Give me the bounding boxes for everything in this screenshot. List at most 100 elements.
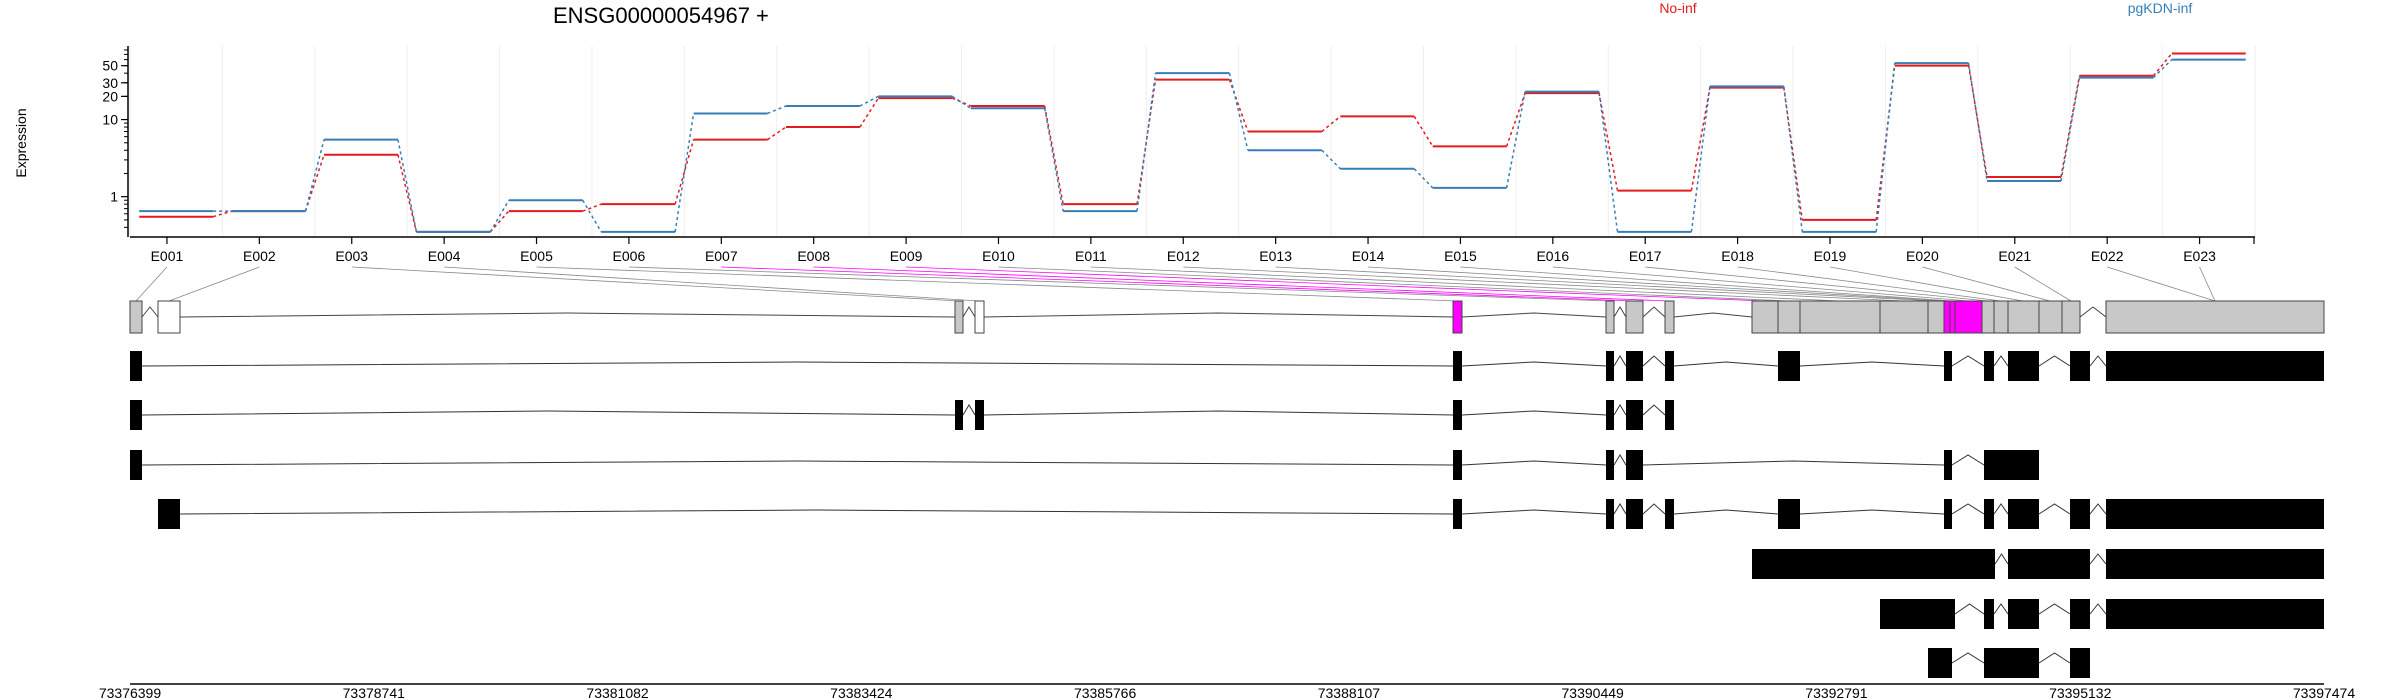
intron <box>141 306 159 318</box>
transcript-exon <box>975 400 984 430</box>
exon-box <box>954 300 964 334</box>
bin-connector <box>1368 266 1948 302</box>
transcript-intron <box>2089 503 2107 515</box>
series-connector <box>674 113 695 232</box>
transcript-intron <box>1642 404 1666 416</box>
transcript-intron <box>1613 404 1627 416</box>
series-connector <box>1321 115 1341 133</box>
x-tick-label: E022 <box>2091 248 2124 264</box>
transcript-exon <box>2070 648 2090 678</box>
x-tick-label: E006 <box>613 248 646 264</box>
bin-connector <box>1552 266 1970 302</box>
transcript-exon <box>2106 599 2324 629</box>
x-tick-label: E010 <box>982 248 1015 264</box>
transcript-intron <box>1461 410 1607 416</box>
transcript-intron <box>141 410 956 416</box>
series-connector <box>1413 168 1434 189</box>
exon-box <box>2061 300 2081 334</box>
x-tick-label: E001 <box>151 248 184 264</box>
transcript-intron <box>1642 460 1945 466</box>
bin-connector <box>444 266 980 302</box>
x-tick-label: E018 <box>1721 248 1754 264</box>
transcript-exon <box>2008 499 2039 529</box>
transcript-exon <box>1606 400 1614 430</box>
transcript-exon <box>2106 351 2324 381</box>
transcript-intron <box>1461 361 1607 367</box>
x-tick-label: E012 <box>1167 248 1200 264</box>
transcript-exon <box>1880 599 1955 629</box>
transcript-exon <box>1984 499 1994 529</box>
x-tick-label: E007 <box>705 248 738 264</box>
transcript-exon <box>1752 549 1995 579</box>
exon-box <box>2038 300 2063 334</box>
transcript-exon <box>1984 648 2039 678</box>
transcript-intron <box>2089 355 2107 367</box>
exon-box <box>157 300 181 334</box>
transcript-intron <box>1461 509 1607 515</box>
transcript-exon <box>1944 351 1952 381</box>
genomic-tick-label: 73395132 <box>2049 685 2112 700</box>
series-connector <box>1690 86 1711 232</box>
series-connector <box>2060 75 2081 178</box>
intron <box>2079 306 2107 318</box>
bin-connector <box>998 266 1790 302</box>
transcript-exon <box>1944 499 1952 529</box>
series-connector <box>2152 52 2173 77</box>
exon-box <box>1751 300 1779 334</box>
exon-box <box>1777 300 1801 334</box>
bin-connector <box>1183 266 1905 302</box>
series-connector <box>397 139 418 232</box>
intron <box>983 312 1454 318</box>
intron <box>179 312 956 318</box>
transcript-intron <box>1951 355 1985 367</box>
transcript-intron <box>2038 652 2071 664</box>
transcript-intron <box>1613 503 1627 515</box>
x-tick-label: E009 <box>890 248 923 264</box>
y-tick-label: 50 <box>102 58 118 74</box>
x-tick-label: E004 <box>428 248 461 264</box>
transcript-intron <box>1613 355 1627 367</box>
transcript-exon <box>1984 351 1994 381</box>
transcript-exon <box>2008 549 2090 579</box>
series-connector <box>304 154 325 212</box>
y-tick-label: 1 <box>110 189 118 205</box>
transcript-exon <box>1453 450 1462 480</box>
series-connector <box>2152 59 2173 79</box>
transcript-exon <box>1665 499 1674 529</box>
transcript-track <box>130 450 2039 480</box>
bin-connector <box>2199 266 2216 302</box>
y-tick-label: 20 <box>102 88 118 104</box>
exon-box <box>129 300 143 334</box>
transcript-exon <box>1606 450 1614 480</box>
transcript-intron <box>2038 503 2071 515</box>
exon-box <box>1954 300 1983 334</box>
transcript-intron <box>2089 553 2107 565</box>
transcript-intron <box>1642 355 1666 367</box>
transcript-intron <box>2038 355 2071 367</box>
bin-connector <box>1275 266 1937 302</box>
series-connector <box>1875 63 1896 232</box>
genomic-tick-label: 73383424 <box>830 685 893 700</box>
legend-pgkdn-inf: pgKDN-inf <box>2128 0 2193 16</box>
series-connector <box>674 139 695 205</box>
genomic-tick-label: 73378741 <box>343 685 406 700</box>
transcript-intron <box>1994 553 2009 565</box>
y-tick-label: 30 <box>102 75 118 91</box>
series-connector <box>1136 73 1157 212</box>
x-tick-label: E008 <box>797 248 830 264</box>
series-connector <box>767 126 787 141</box>
series-connector <box>951 95 972 109</box>
bin-connector <box>1460 266 1953 302</box>
series-connector <box>1875 65 1896 220</box>
intron <box>1673 312 1753 318</box>
gene-title: ENSG00000054967 + <box>553 3 769 28</box>
x-tick-label: E002 <box>243 248 276 264</box>
transcript-exon <box>1453 351 1462 381</box>
transcript-exon <box>130 450 142 480</box>
transcript-tracks <box>130 351 2324 678</box>
transcript-intron <box>141 460 1454 466</box>
gene-model <box>129 300 2325 334</box>
transcript-intron <box>1993 355 2009 367</box>
transcript-exon <box>1665 400 1674 430</box>
